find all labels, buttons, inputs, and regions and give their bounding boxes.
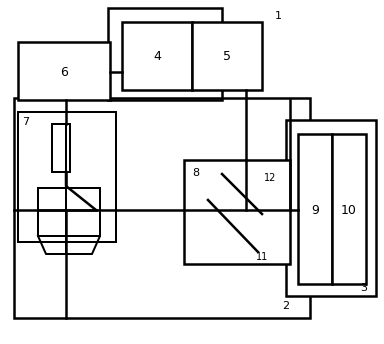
Text: 12: 12 bbox=[264, 173, 276, 183]
Bar bbox=[286, 120, 376, 296]
Bar bbox=[184, 160, 290, 264]
Bar bbox=[52, 124, 70, 172]
Text: 3: 3 bbox=[361, 283, 367, 293]
Text: 11: 11 bbox=[256, 252, 268, 262]
Bar bbox=[38, 188, 100, 236]
Text: 8: 8 bbox=[192, 168, 199, 178]
Text: 1: 1 bbox=[275, 11, 281, 21]
Bar bbox=[298, 134, 332, 284]
Bar bbox=[192, 22, 262, 90]
Bar bbox=[14, 98, 310, 318]
Bar bbox=[18, 42, 110, 100]
Text: 5: 5 bbox=[223, 50, 231, 63]
Bar bbox=[332, 134, 366, 284]
Text: 2: 2 bbox=[283, 301, 290, 311]
Text: 7: 7 bbox=[22, 117, 29, 127]
Bar bbox=[18, 112, 116, 242]
Text: 6: 6 bbox=[60, 65, 68, 78]
Text: 10: 10 bbox=[341, 204, 357, 216]
Bar bbox=[122, 22, 192, 90]
Text: 4: 4 bbox=[153, 50, 161, 63]
Text: 9: 9 bbox=[311, 204, 319, 216]
Bar bbox=[108, 8, 222, 100]
